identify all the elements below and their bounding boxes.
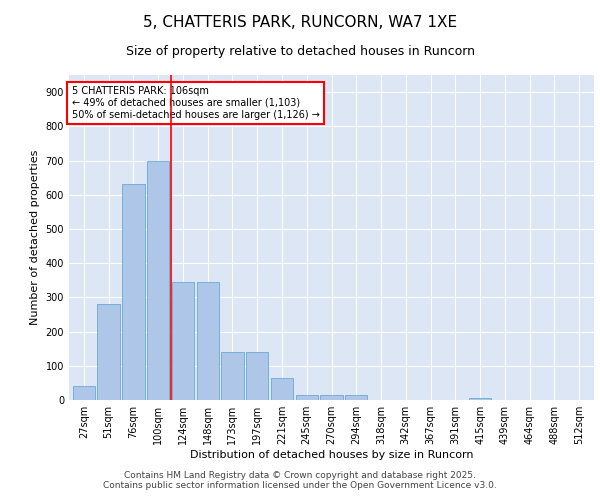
Bar (172, 282, 194, 400)
Text: Size of property relative to detached houses in Runcorn: Size of property relative to detached ho… (125, 45, 475, 58)
Bar (122, 184, 145, 400)
Bar (73, 386, 95, 400)
X-axis label: Distribution of detached houses by size in Runcorn: Distribution of detached houses by size … (190, 450, 473, 460)
Y-axis label: Number of detached properties: Number of detached properties (30, 150, 40, 325)
Bar (469, 398, 491, 400)
Bar (147, 160, 169, 400)
Bar (221, 352, 244, 400)
Bar (296, 395, 318, 400)
Bar (97, 304, 120, 400)
Bar (271, 378, 293, 400)
Text: 5, CHATTERIS PARK, RUNCORN, WA7 1XE: 5, CHATTERIS PARK, RUNCORN, WA7 1XE (143, 15, 457, 30)
Bar (320, 395, 343, 400)
Bar (246, 352, 268, 400)
Text: 5 CHATTERIS PARK: 106sqm
← 49% of detached houses are smaller (1,103)
50% of sem: 5 CHATTERIS PARK: 106sqm ← 49% of detach… (71, 86, 320, 120)
Bar (345, 395, 367, 400)
Text: Contains HM Land Registry data © Crown copyright and database right 2025.
Contai: Contains HM Land Registry data © Crown c… (103, 470, 497, 490)
Bar (197, 282, 219, 400)
